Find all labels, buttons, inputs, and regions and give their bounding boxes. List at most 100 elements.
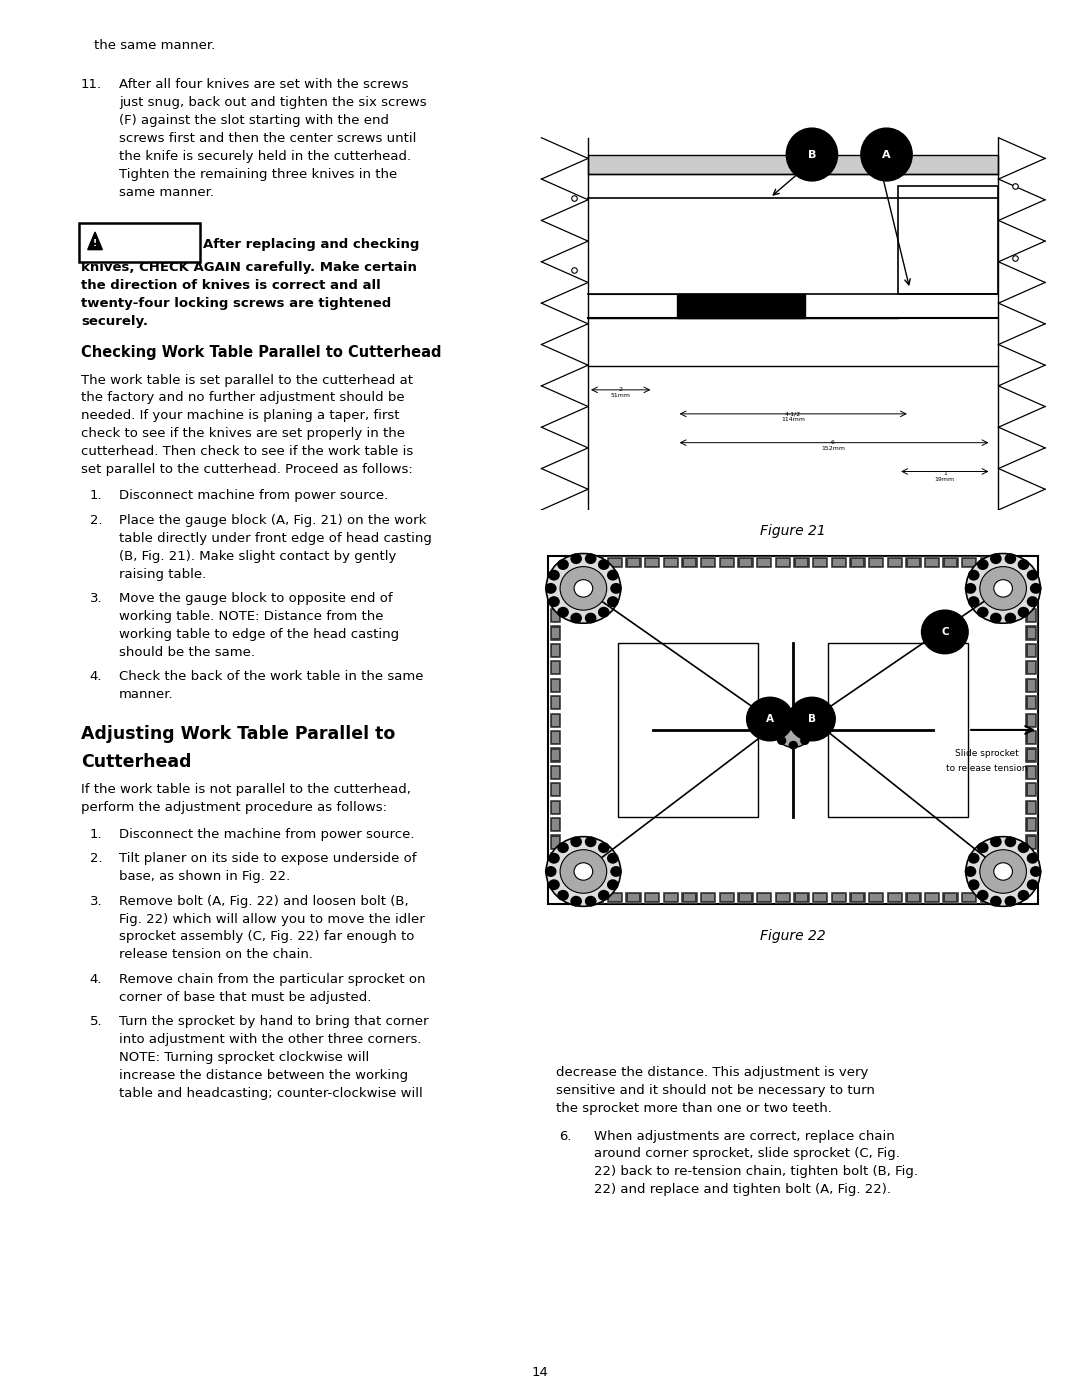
- Bar: [1025, 712, 1037, 728]
- Bar: [552, 732, 559, 743]
- Bar: [982, 559, 994, 566]
- Bar: [665, 894, 677, 901]
- Text: twenty-four locking screws are tightened: twenty-four locking screws are tightened: [81, 296, 391, 310]
- Bar: [1025, 626, 1037, 641]
- Bar: [1025, 731, 1037, 745]
- Bar: [777, 894, 788, 901]
- Bar: [1027, 732, 1035, 743]
- Text: After all four knives are set with the screws: After all four knives are set with the s…: [119, 78, 408, 91]
- Circle shape: [990, 895, 1001, 907]
- Circle shape: [772, 725, 782, 735]
- Text: 4-1/2
114mm: 4-1/2 114mm: [781, 411, 806, 422]
- Bar: [887, 893, 903, 902]
- Text: sensitive and it should not be necessary to turn: sensitive and it should not be necessary…: [556, 1084, 875, 1097]
- Bar: [625, 893, 642, 902]
- Bar: [550, 782, 562, 798]
- Text: (B, Fig. 21). Make slight contact by gently: (B, Fig. 21). Make slight contact by gen…: [119, 549, 396, 563]
- Circle shape: [575, 580, 593, 597]
- Bar: [814, 894, 826, 901]
- Bar: [1027, 680, 1035, 690]
- Circle shape: [585, 553, 596, 564]
- Bar: [550, 608, 562, 623]
- Circle shape: [557, 890, 569, 901]
- Bar: [943, 893, 959, 902]
- Bar: [1027, 592, 1035, 604]
- Bar: [627, 559, 639, 566]
- Text: 1.: 1.: [90, 827, 103, 841]
- Bar: [774, 557, 791, 567]
- Text: 3.: 3.: [90, 894, 103, 908]
- Bar: [1025, 799, 1037, 814]
- Bar: [889, 559, 901, 566]
- Bar: [552, 802, 559, 813]
- Bar: [943, 557, 959, 567]
- Text: the factory and no further adjustment should be: the factory and no further adjustment sh…: [81, 391, 405, 405]
- Bar: [1025, 834, 1037, 849]
- Bar: [1025, 852, 1037, 868]
- Text: sprocket assembly (C, Fig. 22) far enough to: sprocket assembly (C, Fig. 22) far enoug…: [119, 930, 414, 943]
- Circle shape: [1027, 597, 1038, 608]
- Circle shape: [800, 736, 810, 745]
- Text: same manner.: same manner.: [119, 186, 214, 198]
- Text: into adjustment with the other three corners.: into adjustment with the other three cor…: [119, 1034, 421, 1046]
- Circle shape: [966, 553, 1040, 623]
- Text: Tilt planer on its side to expose underside of: Tilt planer on its side to expose unders…: [119, 852, 416, 865]
- Circle shape: [570, 553, 582, 564]
- Text: If the work table is not parallel to the cutterhead,: If the work table is not parallel to the…: [81, 784, 410, 796]
- Circle shape: [746, 697, 793, 740]
- Text: Adjusting Work Table Parallel to: Adjusting Work Table Parallel to: [81, 725, 395, 743]
- Bar: [758, 894, 770, 901]
- Circle shape: [557, 559, 569, 570]
- Text: 4.: 4.: [90, 671, 103, 683]
- Bar: [681, 893, 698, 902]
- Bar: [927, 894, 937, 901]
- Bar: [982, 894, 994, 901]
- Text: 3.: 3.: [90, 592, 103, 605]
- Circle shape: [788, 697, 835, 740]
- Circle shape: [557, 606, 569, 617]
- Text: screws first and then the center screws until: screws first and then the center screws …: [119, 133, 416, 145]
- Text: 6.: 6.: [559, 1130, 572, 1143]
- Bar: [1027, 697, 1035, 708]
- Circle shape: [570, 895, 582, 907]
- Circle shape: [964, 583, 976, 594]
- Bar: [849, 557, 865, 567]
- Bar: [1025, 817, 1037, 833]
- Text: 14: 14: [531, 1366, 549, 1379]
- Circle shape: [570, 613, 582, 623]
- Bar: [552, 750, 559, 760]
- Text: 11.: 11.: [81, 78, 103, 91]
- Bar: [961, 893, 977, 902]
- Bar: [552, 819, 559, 830]
- Bar: [550, 799, 562, 814]
- Text: B: B: [808, 714, 815, 724]
- Bar: [550, 817, 562, 833]
- Circle shape: [1004, 613, 1016, 623]
- Bar: [552, 767, 559, 778]
- Text: NOTE: Turning sprocket clockwise will: NOTE: Turning sprocket clockwise will: [119, 1051, 369, 1065]
- Bar: [851, 559, 863, 566]
- Circle shape: [598, 842, 609, 854]
- Bar: [905, 557, 921, 567]
- Bar: [777, 559, 788, 566]
- Text: C: C: [941, 627, 948, 637]
- Bar: [550, 696, 562, 710]
- Text: check to see if the knives are set properly in the: check to see if the knives are set prope…: [81, 427, 405, 440]
- Bar: [1027, 819, 1035, 830]
- Circle shape: [1004, 837, 1016, 847]
- Bar: [550, 661, 562, 676]
- Bar: [550, 852, 562, 868]
- Circle shape: [570, 837, 582, 847]
- Text: Cutterhead: Cutterhead: [81, 753, 191, 771]
- Circle shape: [861, 129, 913, 182]
- Circle shape: [546, 837, 621, 907]
- Text: B: B: [808, 149, 816, 159]
- Circle shape: [990, 613, 1001, 623]
- Bar: [552, 645, 559, 657]
- Bar: [812, 893, 828, 902]
- Text: 1.: 1.: [90, 489, 103, 503]
- Bar: [980, 893, 996, 902]
- Bar: [550, 731, 562, 745]
- Bar: [774, 893, 791, 902]
- Bar: [738, 557, 754, 567]
